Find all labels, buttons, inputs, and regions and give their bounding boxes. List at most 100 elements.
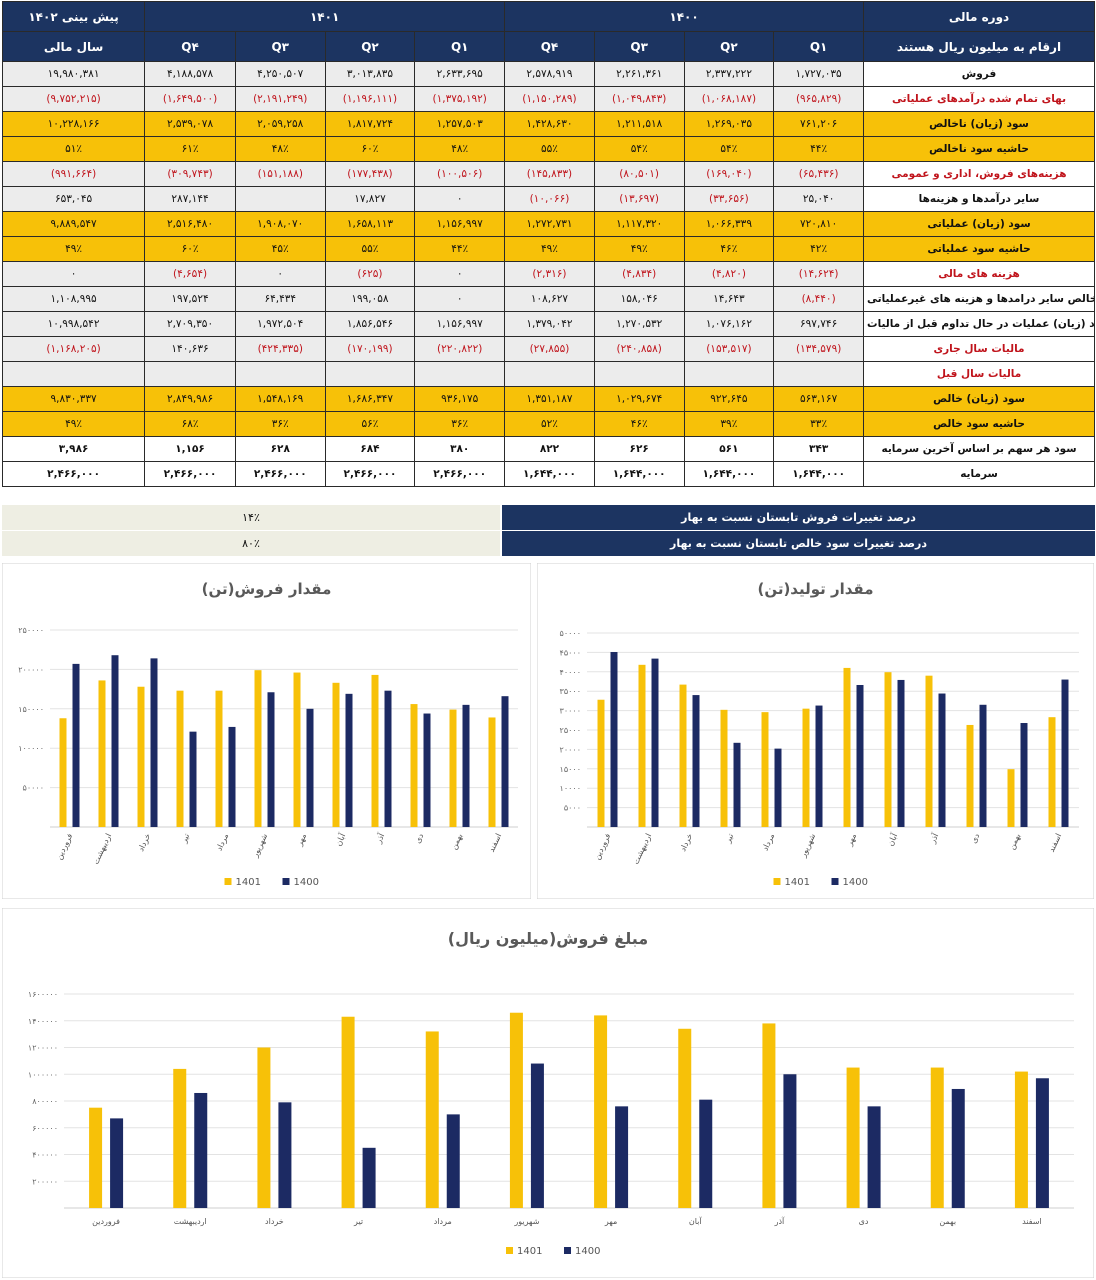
bar-1401 [594,1015,608,1208]
quarter-header: Q۴ [144,31,236,62]
table-cell: ۵۶۳,۱۶۷ [773,386,865,412]
bar-1401 [597,699,605,827]
bar-1401 [215,690,223,827]
financial-table: پیش بینی ۱۴۰۲ ۱۴۰۱ ۱۴۰۰ دوره مالی سال ما… [1,1,1095,487]
table-cell: ۱,۹۷۲,۵۰۴ [234,311,326,337]
bar-1401 [257,1047,271,1208]
table-cell: ۵۲٪ [504,411,595,437]
table-cell: ۵۵٪ [324,236,416,262]
bar-1401 [761,712,769,827]
table-cell: ۰ [234,261,326,287]
legend-label: 1400 [294,877,319,888]
y-tick-label: ۲۵۰۰۰ [560,726,581,735]
table-cell: (۲۲۰,۸۲۲) [414,336,506,362]
table-cell: ۱,۶۴۴,۰۰۰ [773,461,865,487]
bar-1400 [423,713,431,827]
bar-1401 [884,672,892,827]
table-cell: ۲,۴۶۶,۰۰۰ [234,461,326,487]
table-cell: (۲,۳۱۶) [504,261,595,287]
table-cell: ۹,۸۸۹,۵۴۷ [1,211,146,237]
table-cell: ۱۰,۲۲۸,۱۶۶ [1,111,146,137]
bar-1401 [1048,717,1056,827]
chart-frame [2,563,531,899]
quarter-header: Q۴ [504,31,595,62]
y-tick-label: ۱۵۰۰۰ [560,765,581,774]
bar-1400 [111,655,119,827]
bar-1400 [867,1106,881,1208]
y-tick-label: ۵۰۰۰ [564,804,581,813]
bar-1400 [530,1063,544,1208]
table-cell: ۱,۱۰۸,۹۹۵ [1,286,146,312]
table-cell: ۳۴۳ [773,436,865,462]
table-cell: (۲۷,۸۵۵) [504,336,595,362]
table-cell: (۲۴۰,۸۵۸) [593,336,685,362]
table-cell: ۶۸٪ [144,411,236,437]
x-tick-label: آذر [774,1216,785,1226]
table-cell: (۸,۴۴۰) [773,286,865,312]
bar-1400 [72,663,80,827]
row-label: حاشیه سود خالص [863,411,1095,437]
y-tick-label: ۴۵۰۰۰ [560,648,581,657]
sales-amount-chart: مبلغ فروش(میلیون ریال) ۲۰۰۰۰۰ ۴۰۰۰۰۰ ۶۰۰۰۰۰… [2,908,1094,1278]
table-row: ۶۵۳,۰۴۵ ۲۸۷,۱۴۴ ۱۷,۸۲۷ ۰ (۱۰,۰۶۶) (۱۳,۶۹۷) (۳۳… [1,186,1095,212]
bar-1401 [173,1068,187,1208]
table-cell: (۱۳۴,۵۷۹) [773,336,865,362]
legend-swatch [773,878,781,885]
table-cell: ۲,۴۶۶,۰۰۰ [324,461,416,487]
unit-header: ارقام به میلیون ریال هستند [863,31,1095,62]
bar-1401 [89,1107,103,1208]
table-cell [773,361,865,387]
x-tick-label: بهمن [939,1217,956,1226]
bar-1401 [638,664,646,827]
change-row: ۸۰٪ درصد تغییرات سود خالص تابستان نسبت ب… [2,531,1095,556]
bar-1400 [783,1074,797,1208]
legend-swatch [506,1247,513,1254]
bar-1400 [462,704,470,827]
bar-1400 [1035,1078,1049,1208]
table-cell [1,361,146,387]
y-tick-label: ۳۰۰۰۰ [560,707,581,716]
table-cell [504,361,595,387]
change-label: درصد تغییرات سود خالص تابستان نسبت به به… [502,531,1095,556]
x-tick-label: دی [969,832,981,845]
table-cell: ۶۲۶ [593,436,685,462]
chart-title: مقدار فروش(تن) [202,580,332,598]
table-cell: ۱۹۹,۰۵۸ [324,286,416,312]
table-cell: ۱,۰۲۹,۶۷۴ [593,386,685,412]
table-cell: ۱,۲۵۷,۵۰۳ [414,111,506,137]
bar-1401 [176,690,184,827]
table-cell [234,186,326,212]
bar-1400 [150,658,158,827]
table-cell: (۹,۷۵۲,۲۱۵) [1,86,146,112]
table-cell: ۶۰٪ [144,236,236,262]
bar-1401 [410,704,418,827]
table-row: ۰ (۴,۶۵۴) ۰ (۶۲۵) ۰ (۲,۳۱۶) (۴,۸۳۴) (۴,۸۲۰) (۱۴,… [1,261,1095,287]
sales-quantity-chart: مقدار فروش(تن) ۵۰۰۰۰ ۱۰۰۰۰۰ ۱۵۰۰۰۰ ۲۰۰۰۰۰ ۲۵۰… [2,563,531,899]
y-tick-label: ۵۰۰۰۰ [23,784,44,793]
row-label: حاشیه سود ناخالص [863,136,1095,162]
table-cell: ۲,۵۳۹,۰۷۸ [144,111,236,137]
legend-label: 1401 [517,1246,542,1257]
table-cell: (۱,۱۶۸,۲۰۵) [1,336,146,362]
table-cell [593,361,685,387]
table-cell: ۲,۶۳۳,۶۹۵ [414,61,506,87]
table-row: ۵۱٪ ۶۱٪ ۴۸٪ ۶۰٪ ۴۸٪ ۵۵٪ ۵۴٪ ۵۴٪ ۴۴٪ حاشیه سود ناخ… [1,136,1095,162]
year-1401-header: ۱۴۰۱ [144,1,506,32]
y-tick-label: ۱۰۰۰۰۰ [18,744,44,753]
x-tick-label: مرداد [434,1217,452,1226]
table-cell: ۴۶٪ [593,411,685,437]
table-cell: (۴,۸۳۴) [593,261,685,287]
x-tick-label: آبان [689,1216,703,1226]
table-row: ۲,۴۶۶,۰۰۰ ۲,۴۶۶,۰۰۰ ۲,۴۶۶,۰۰۰ ۲,۴۶۶,۰۰۰ ۲,۴۶… [1,461,1095,487]
table-cell: (۱۴۵,۸۳۳) [504,161,595,187]
table-cell: ۲,۵۱۶,۴۸۰ [144,211,236,237]
table-cell: ۱,۱۵۶ [144,436,236,462]
table-cell: (۸۰,۵۰۱) [593,161,685,187]
bar-1400 [938,693,946,827]
table-cell: ۲,۵۷۸,۹۱۹ [504,61,595,87]
table-header-row-quarters: سال مالی Q۴ Q۳ Q۲ Q۱ Q۴ Q۳ Q۲ Q۱ ارقام ب… [1,31,1095,62]
legend-swatch [564,1247,571,1254]
table-cell [324,361,416,387]
bar-1400 [345,693,353,827]
forecast-header: پیش بینی ۱۴۰۲ [1,1,146,32]
